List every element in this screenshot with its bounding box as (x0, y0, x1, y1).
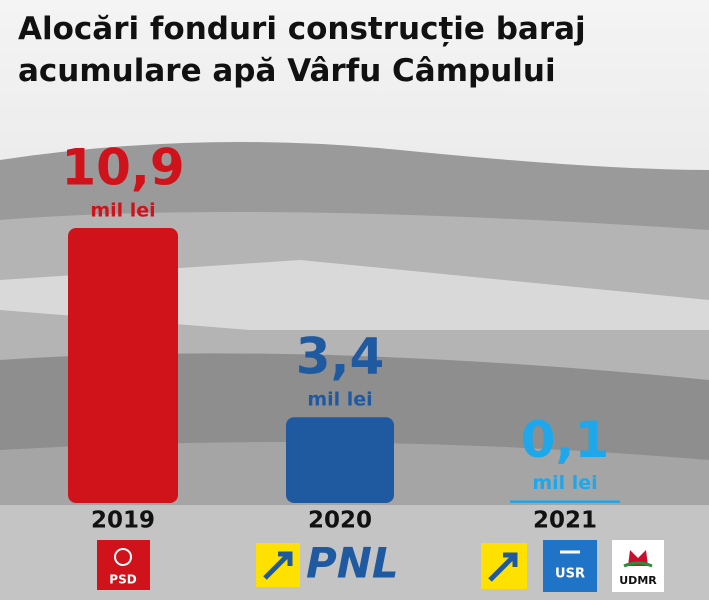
logo-text: PNL (306, 539, 399, 588)
logo-udmr: UDMR (612, 540, 664, 592)
logo-usr: USR (543, 540, 597, 592)
logo-psd: PSD (97, 540, 150, 590)
value-unit: mil lei (90, 200, 155, 222)
x-tick-label: 2019 (91, 508, 155, 534)
logo-text: USR (555, 567, 585, 582)
logo-text: UDMR (619, 574, 657, 587)
chart-title: Alocări fonduri construcție baraj acumula… (18, 11, 586, 89)
value-unit: mil lei (532, 472, 597, 494)
value-label: 3,4 (296, 328, 385, 386)
value-label: 0,1 (521, 411, 610, 469)
bar (510, 500, 620, 503)
x-tick-label: 2020 (308, 508, 372, 534)
logo-text: PSD (109, 573, 136, 587)
logo-pnl-2021 (481, 543, 527, 589)
value-label: 10,9 (61, 139, 184, 197)
x-tick-label: 2021 (533, 508, 597, 534)
bar (68, 228, 178, 503)
logo-pnl: PNL (256, 539, 399, 588)
value-unit: mil lei (307, 389, 372, 411)
bar (286, 417, 394, 503)
